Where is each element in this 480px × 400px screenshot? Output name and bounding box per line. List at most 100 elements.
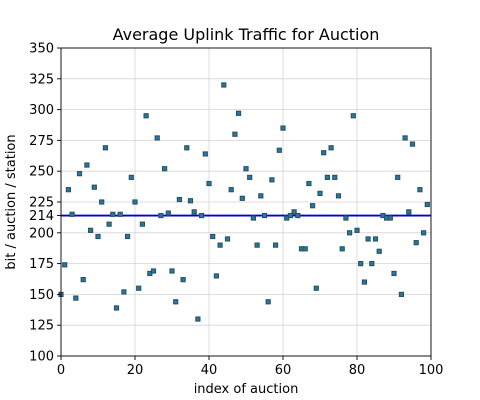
data-point-fill xyxy=(77,172,82,176)
data-point-fill xyxy=(225,237,230,241)
data-point-fill xyxy=(151,269,156,273)
data-point-fill xyxy=(414,241,418,245)
data-point-fill xyxy=(307,181,311,186)
x-tick-label: 20 xyxy=(127,363,144,378)
y-tick-label: 350 xyxy=(29,42,54,57)
y-tick-label: 250 xyxy=(29,165,54,180)
data-point-fill xyxy=(425,202,429,207)
data-point-fill xyxy=(188,199,193,203)
data-point-fill xyxy=(203,152,207,156)
data-point-fill xyxy=(192,210,196,214)
data-point-fill xyxy=(418,188,422,192)
data-point-fill xyxy=(259,194,263,198)
data-point-fill xyxy=(140,222,144,226)
data-point-fill xyxy=(366,237,370,241)
data-point-fill xyxy=(403,136,407,140)
data-point-fill xyxy=(222,83,226,87)
chart-title: Average Uplink Traffic for Auction xyxy=(113,25,380,44)
data-point-fill xyxy=(351,114,355,118)
data-point-fill xyxy=(126,234,130,239)
data-point-fill xyxy=(381,213,385,218)
data-point-fill xyxy=(155,136,159,140)
data-point-fill xyxy=(133,200,137,204)
data-point-fill xyxy=(255,243,259,247)
data-point-fill xyxy=(373,237,378,241)
data-point-fill xyxy=(214,274,218,278)
data-point-fill xyxy=(148,271,152,276)
data-point-fill xyxy=(185,146,189,150)
data-point-fill xyxy=(277,148,281,152)
data-point-fill xyxy=(107,222,111,226)
data-point-fill xyxy=(103,146,107,150)
data-point-fill xyxy=(170,269,174,273)
data-point-fill xyxy=(314,286,318,290)
data-point-fill xyxy=(118,212,122,216)
data-point-fill xyxy=(163,167,167,171)
data-point-fill xyxy=(111,212,115,216)
y-tick-label: 100 xyxy=(29,350,54,365)
data-point-fill xyxy=(100,200,104,204)
data-point-fill xyxy=(281,126,285,130)
data-point-fill xyxy=(392,271,396,276)
data-point-fill xyxy=(85,163,89,167)
data-point-fill xyxy=(296,213,300,218)
data-point-fill xyxy=(248,175,252,179)
y-tick-label: 300 xyxy=(29,103,54,118)
data-point-fill xyxy=(196,317,200,321)
data-point-fill xyxy=(63,263,67,267)
data-point-fill xyxy=(385,216,389,220)
data-point-fill xyxy=(200,213,204,218)
data-point-fill xyxy=(322,151,326,155)
data-point-fill xyxy=(266,300,270,304)
data-point-fill xyxy=(270,178,274,182)
data-point-fill xyxy=(396,175,400,179)
y-tick-label: 175 xyxy=(29,257,54,272)
data-point-fill xyxy=(122,290,126,294)
data-point-fill xyxy=(303,247,307,251)
data-point-fill xyxy=(355,228,359,232)
data-point-fill xyxy=(410,142,415,146)
data-point-fill xyxy=(207,181,211,186)
data-points xyxy=(58,82,430,322)
data-point-fill xyxy=(89,228,93,232)
y-tick-label: 275 xyxy=(29,134,54,149)
data-point-fill xyxy=(137,286,141,290)
data-point-fill xyxy=(370,262,374,266)
data-point-fill xyxy=(329,146,333,150)
data-point-fill xyxy=(233,132,237,136)
data-point-fill xyxy=(251,216,255,220)
y-tick-label: 150 xyxy=(29,288,54,303)
y-tick-label: 225 xyxy=(29,196,54,211)
y-tick-label: 125 xyxy=(29,319,54,334)
data-point-fill xyxy=(240,196,244,200)
data-point-fill xyxy=(159,213,163,218)
data-point-fill xyxy=(377,249,381,253)
data-point-fill xyxy=(318,191,322,195)
data-point-fill xyxy=(244,167,248,171)
data-point-fill xyxy=(288,213,292,218)
data-point-fill xyxy=(129,175,133,179)
data-point-fill xyxy=(181,278,185,282)
y-tick-label: 200 xyxy=(29,226,54,241)
data-point-fill xyxy=(237,111,241,115)
data-point-fill xyxy=(299,247,304,251)
data-point-fill xyxy=(359,262,363,266)
x-tick-label: 60 xyxy=(275,363,292,378)
data-point-fill xyxy=(174,300,178,304)
data-point-fill xyxy=(177,197,181,202)
data-point-fill xyxy=(399,292,403,296)
data-point-fill xyxy=(166,211,170,215)
data-point-fill xyxy=(340,247,344,251)
x-tick-label: 40 xyxy=(201,363,218,378)
data-point-fill xyxy=(70,212,74,216)
data-point-fill xyxy=(262,213,267,218)
x-tick-label: 0 xyxy=(57,363,65,378)
data-point-fill xyxy=(325,175,329,179)
data-point-fill xyxy=(114,306,119,310)
data-point-fill xyxy=(344,216,348,220)
data-point-fill xyxy=(211,234,215,239)
data-point-fill xyxy=(388,216,392,220)
data-point-fill xyxy=(348,231,352,235)
